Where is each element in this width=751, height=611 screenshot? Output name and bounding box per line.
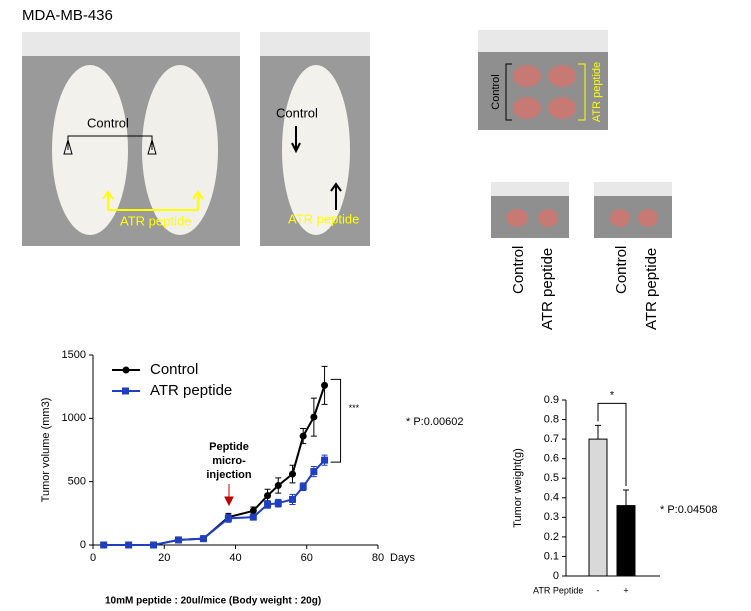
- photo-label: Control: [490, 74, 502, 109]
- footnote: 10mM peptide : 20ul/mice (Body weight : …: [105, 596, 321, 607]
- y-tick-label: 0.5: [544, 472, 559, 484]
- tumor-label: Control: [510, 246, 527, 294]
- photo-label: ATR peptide: [288, 211, 359, 226]
- ruler: [491, 182, 569, 196]
- bar: [616, 505, 636, 577]
- marker: [310, 468, 318, 476]
- y-tick-label: 500: [68, 476, 86, 488]
- marker: [199, 535, 207, 543]
- y-axis-label: Tumor weight(g): [512, 448, 524, 528]
- y-axis-label: Tumor volume (mm3): [40, 398, 52, 503]
- bar: [588, 438, 608, 577]
- tumor-label: Control: [613, 246, 630, 294]
- figure-title: MDA-MB-436: [22, 7, 113, 24]
- x-axis-label: ATR Peptide: [533, 585, 583, 595]
- ruler: [260, 32, 370, 56]
- p-value: * P:0.04508: [660, 504, 718, 516]
- tumor: [513, 65, 541, 87]
- y-tick-label: 0.6: [544, 453, 559, 465]
- marker: [125, 541, 133, 549]
- marker: [175, 536, 182, 544]
- marker: [100, 541, 108, 549]
- x-tick-label: 60: [301, 552, 313, 564]
- arrow: [102, 190, 204, 211]
- x-tick-label: +: [623, 585, 628, 595]
- x-axis-label: Days: [390, 552, 416, 564]
- mouse-photo: Control ATR peptide: [260, 32, 370, 246]
- injection-arrow: [224, 484, 234, 507]
- legend-marker: [122, 387, 129, 395]
- marker: [289, 470, 296, 478]
- x-tick-label: 0: [90, 552, 96, 564]
- y-tick-label: 0.4: [544, 492, 559, 504]
- p-value: * P:0.00602: [406, 416, 464, 428]
- error-bar: [623, 489, 629, 506]
- significance-bracket: [330, 378, 342, 463]
- mouse: [282, 65, 350, 235]
- y-tick-label: 0.9: [544, 394, 559, 406]
- significance: *: [610, 389, 615, 401]
- x-tick-label: 20: [158, 552, 170, 564]
- annotation: Peptide: [209, 441, 249, 453]
- y-tick-label: 0: [80, 539, 86, 551]
- tumor: [638, 209, 658, 227]
- marker: [274, 481, 282, 489]
- photo-label: Control: [276, 105, 318, 120]
- marker: [264, 500, 272, 508]
- marker: [274, 499, 282, 507]
- tumor: [538, 209, 558, 227]
- y-tick-label: 0.2: [544, 531, 559, 543]
- x-tick-label: -: [597, 585, 600, 595]
- significance-bracket: [597, 402, 627, 486]
- y-tick-label: 0.3: [544, 511, 559, 523]
- arrow: [63, 135, 157, 155]
- marker: [321, 381, 329, 389]
- x-tick-label: 40: [229, 552, 241, 564]
- marker: [321, 456, 329, 464]
- marker: [264, 492, 272, 500]
- photo-label: Control: [87, 115, 129, 130]
- photo-label: ATR peptide: [591, 62, 603, 122]
- ruler: [478, 30, 608, 52]
- y-tick-label: 1500: [62, 349, 86, 361]
- y-tick-label: 0.8: [544, 413, 559, 425]
- legend-label: Control: [150, 361, 198, 378]
- error-bar: [595, 424, 601, 440]
- ruler: [22, 32, 240, 56]
- arrow: [291, 126, 342, 210]
- tumor: [548, 65, 576, 87]
- tumor: [506, 209, 528, 227]
- annotation: micro-: [212, 455, 246, 467]
- tumor-photo: Control ATR peptide: [478, 30, 608, 130]
- tumor: [610, 209, 630, 227]
- x-tick-label: 80: [372, 552, 384, 564]
- significance: ***: [349, 403, 360, 413]
- bracket: [505, 63, 512, 121]
- y-tick-label: 1000: [62, 412, 86, 424]
- legend-marker: [122, 366, 130, 374]
- tumor: [548, 97, 576, 119]
- ruler: [594, 182, 672, 196]
- marker: [249, 513, 257, 521]
- photo-label: ATR peptide: [120, 213, 191, 228]
- marker: [299, 483, 307, 491]
- tumor-photo: Control ATR peptide Control ATR peptide: [491, 182, 672, 330]
- annotation: injection: [206, 469, 252, 481]
- tumor-label: ATR peptide: [643, 248, 660, 330]
- y-tick-label: 0: [553, 570, 559, 582]
- tumor-label: ATR peptide: [539, 248, 556, 330]
- marker: [299, 432, 307, 440]
- tumor: [513, 97, 541, 119]
- legend-label: ATR peptide: [150, 382, 232, 399]
- marker: [224, 514, 232, 522]
- mouse-photo: Control ATR peptide: [22, 32, 240, 246]
- y-tick-label: 0.1: [544, 550, 559, 562]
- bracket: [578, 63, 586, 121]
- y-tick-label: 0.7: [544, 433, 559, 445]
- marker: [289, 495, 296, 503]
- marker: [310, 413, 318, 421]
- marker: [249, 507, 257, 515]
- marker: [150, 541, 158, 549]
